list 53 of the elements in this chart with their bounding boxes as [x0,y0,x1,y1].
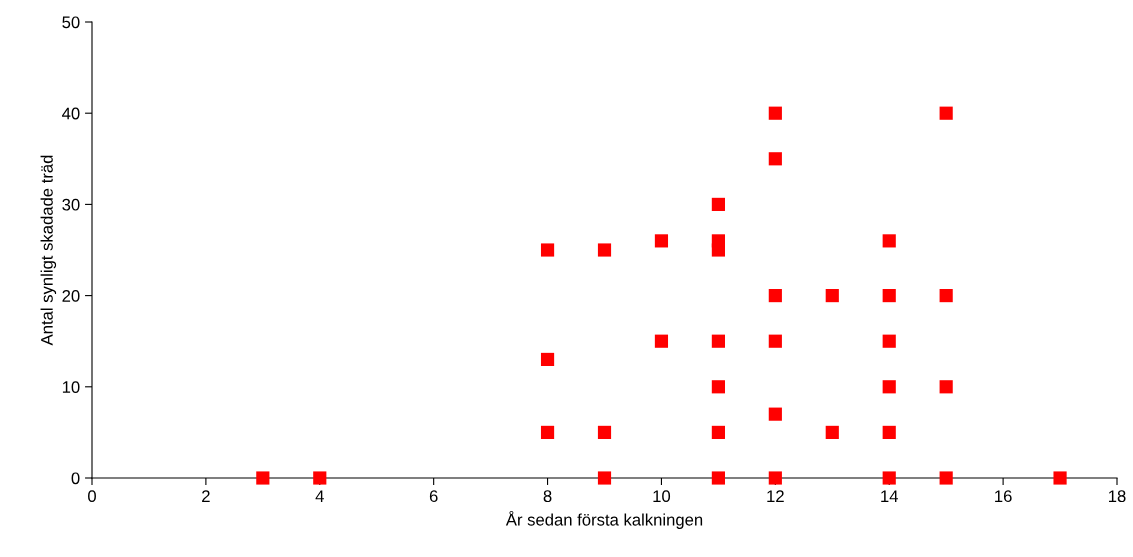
point [654,234,669,248]
point [882,380,896,394]
point [768,152,782,166]
y-tick-label: 10 [62,381,80,393]
point [768,334,782,348]
point [825,425,839,439]
point [654,334,669,348]
x-tick-label: 18 [1109,490,1126,503]
y-tick-label: 40 [62,107,80,120]
x-tick-label: 4 [315,490,324,502]
x-axis-title: År sedan första kalkningen [505,510,703,529]
x-tick-label: 10 [653,490,671,503]
x-tick-label: 8 [543,490,552,503]
point [768,289,782,303]
point [711,197,725,211]
point [825,289,839,303]
y-tick-label: 20 [62,290,80,302]
point [768,407,782,421]
point [540,243,555,257]
point [540,352,555,367]
y-tick-label: 50 [62,16,80,29]
point [597,471,612,485]
point [939,106,953,120]
point [882,289,896,303]
x-tick-label: 2 [202,490,210,502]
point [768,471,782,485]
point [939,380,953,394]
y-tick-label: 0 [71,472,80,485]
point [256,471,270,485]
point [540,425,555,439]
point [597,243,612,257]
point [939,471,953,485]
y-tick-label: 30 [62,198,80,211]
point [939,289,953,303]
y-axis-title: Antal synligt skadade träd [40,155,57,346]
point [711,243,725,257]
point [882,471,896,485]
point [768,106,782,120]
x-tick-label: 12 [767,490,784,502]
point [711,425,725,439]
point [882,425,896,439]
point [711,380,725,394]
point [1053,471,1067,485]
point [313,471,327,485]
point [597,425,612,439]
x-tick-label: 6 [429,490,438,503]
point [711,334,725,348]
point [882,334,896,348]
x-tick-label: 14 [881,490,898,502]
point [711,471,725,485]
x-tick-label: 16 [995,490,1012,503]
point [882,234,896,248]
x-tick-label: 0 [88,490,96,503]
